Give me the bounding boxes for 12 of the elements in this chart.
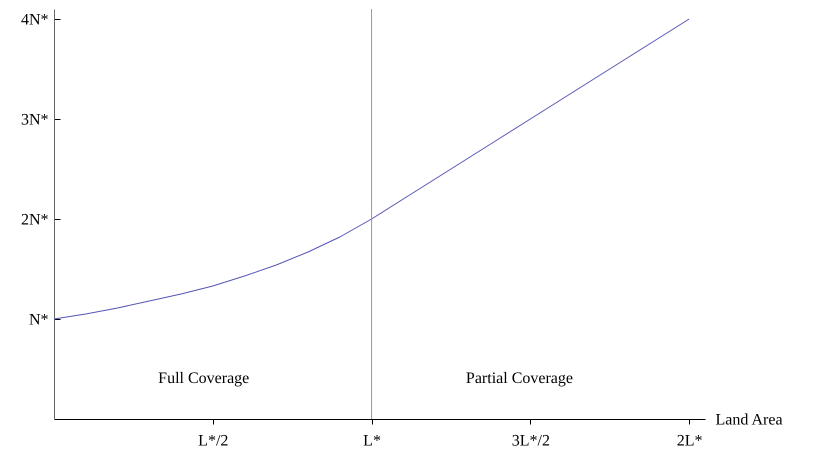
x-axis-title: Land Area: [716, 412, 783, 428]
y-tick-label: 3N*: [20, 112, 48, 128]
y-tick-label: 2N*: [20, 212, 48, 228]
annotation: Partial Coverage: [466, 370, 574, 387]
x-tick-label: L*/2: [198, 432, 228, 449]
y-tick-label: 4N*: [20, 12, 48, 28]
y-tick-label: N*: [28, 312, 48, 328]
x-tick-label: 3L*/2: [512, 432, 550, 449]
annotation: Full Coverage: [158, 370, 250, 387]
x-tick-label: L*: [363, 432, 381, 449]
line-series: [54, 18, 690, 320]
x-tick-label: 2L*: [676, 432, 703, 449]
